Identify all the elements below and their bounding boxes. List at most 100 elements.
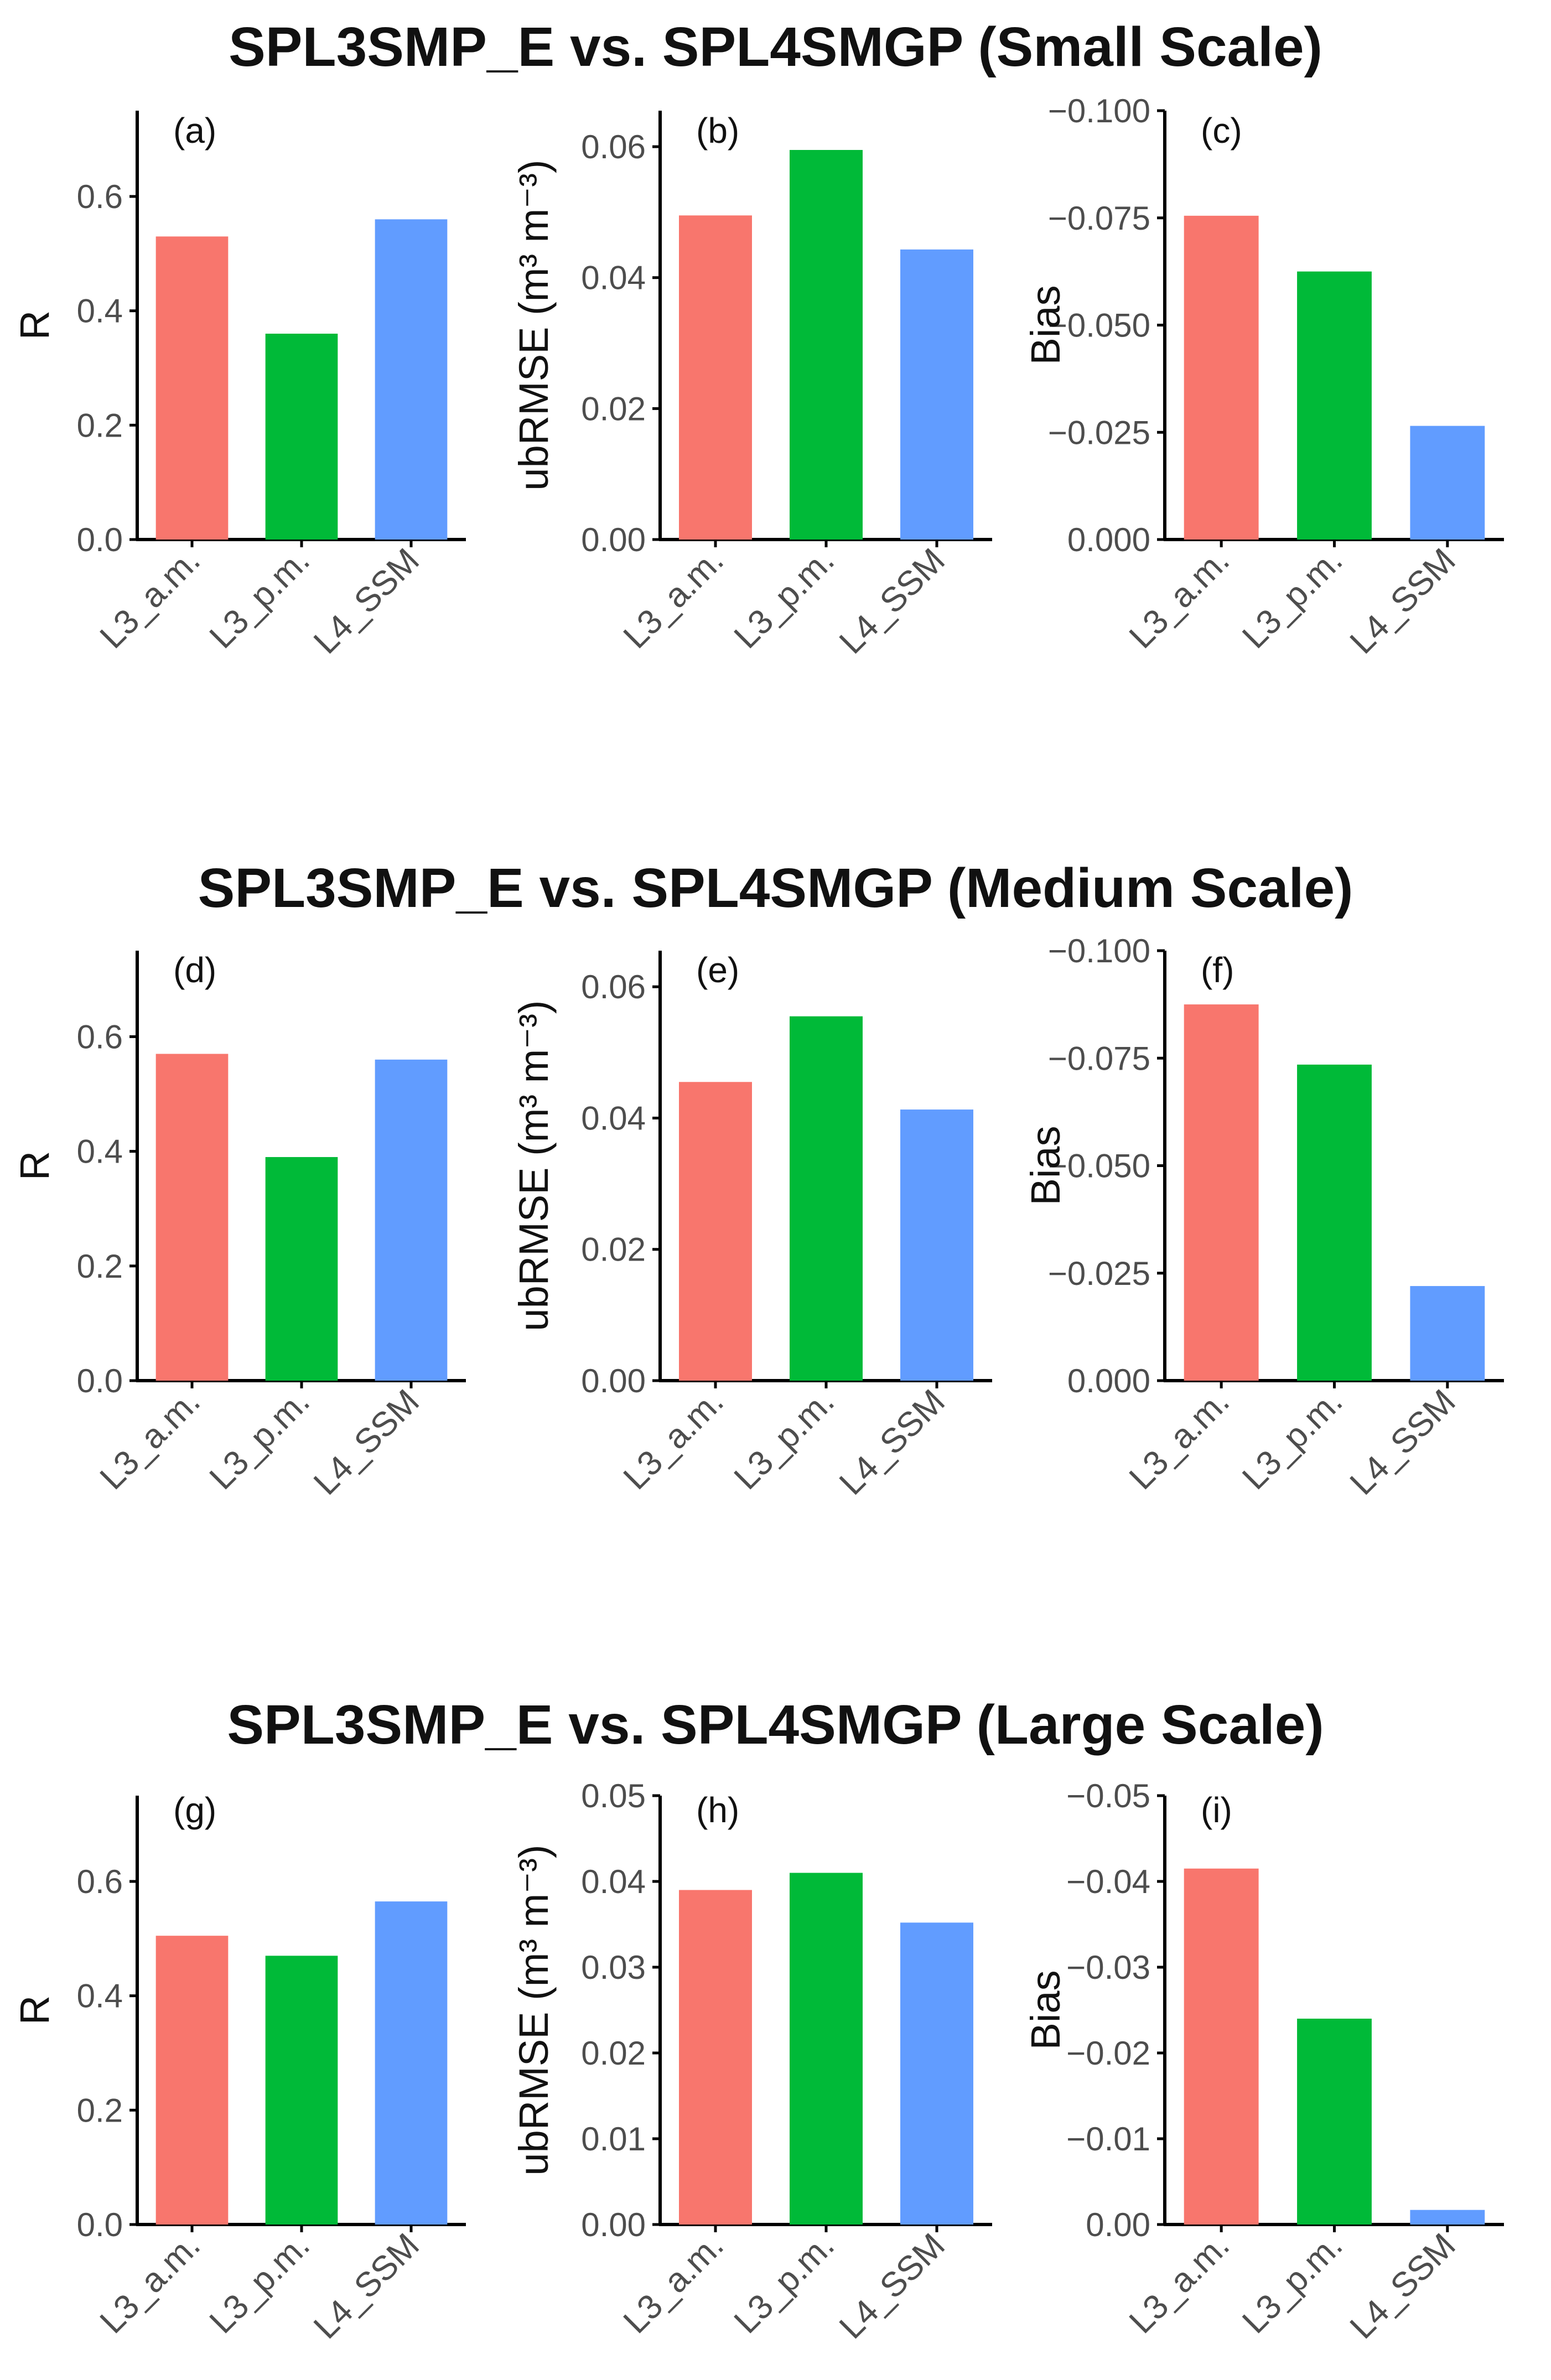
x-tick-label: L3_a.m. — [93, 2226, 208, 2341]
panel-f: 0.000 −0.025 −0.050 −0.075 −0.100 L3_a.m.L3_p… — [1023, 932, 1504, 1502]
y-tick-label: 0.02 — [581, 390, 646, 427]
x-tick-label: L4_SSM — [307, 541, 427, 661]
bar-l3-p-m- — [790, 1016, 863, 1381]
x-tick-label: L3_p.m. — [203, 1382, 317, 1497]
bar-l3-a-m- — [679, 215, 752, 540]
bar-l3-p-m- — [265, 334, 338, 540]
y-tick-label: −0.075 — [1048, 1040, 1150, 1077]
panel-i: 0.00 −0.01 −0.02 −0.03 −0.04 −0.05 L3_a.m.L3_p… — [1023, 1777, 1504, 2346]
bar-l4-ssm — [1410, 426, 1485, 540]
y-tick-label: 0.02 — [581, 2035, 646, 2072]
y-tick-label: 0.01 — [581, 2120, 646, 2158]
y-tick-label: 0.6 — [77, 1018, 123, 1055]
bar-l3-a-m- — [155, 1054, 229, 1381]
y-axis-title: ubRMSE (m³ m⁻³) — [511, 1000, 557, 1331]
x-tick-label: L3_p.m. — [1235, 2226, 1350, 2341]
y-tick-label: 0.00 — [581, 2206, 646, 2243]
y-tick-label: 0.04 — [581, 1863, 646, 1900]
x-tick-label: L4_SSM — [307, 2226, 427, 2346]
y-tick-label: 0.2 — [77, 407, 123, 444]
y-axis-title: ubRMSE (m³ m⁻³) — [511, 1844, 557, 2175]
bar-l3-p-m- — [790, 149, 863, 540]
y-tick-label: 0.06 — [581, 128, 646, 165]
bar-l3-a-m- — [679, 1890, 752, 2225]
y-axis-title: Bias — [1023, 286, 1068, 365]
y-tick-label: −0.02 — [1066, 2035, 1150, 2072]
panel-c: 0.000 −0.025 −0.050 −0.075 −0.100 L3_a.m.L3_p… — [1023, 92, 1504, 661]
bar-l4-ssm — [375, 1059, 448, 1381]
panel-e: 0.00 0.02 0.04 0.06 L3_a.m.L3_p.m.L4_SSM (e) u… — [511, 950, 992, 1502]
bar-l4-ssm — [1410, 2210, 1485, 2225]
y-tick-label: 0.2 — [77, 2092, 123, 2129]
y-tick-label: 0.0 — [77, 1362, 123, 1399]
y-tick-label: 0.4 — [77, 1133, 123, 1170]
x-tick-label: L3_a.m. — [616, 541, 731, 656]
x-tick-label: L4_SSM — [832, 2226, 952, 2346]
y-axis-title: R — [12, 1151, 58, 1180]
bar-l3-p-m- — [1297, 1064, 1372, 1381]
panel-a: 0.0 0.2 0.4 0.6 L3_a.m.L3_p.m.L4_SSM (a) R — [12, 111, 466, 661]
y-tick-label: 0.05 — [581, 1777, 646, 1814]
y-tick-label: 0.04 — [581, 260, 646, 297]
y-tick-label: −0.075 — [1048, 200, 1150, 237]
x-tick-label: L4_SSM — [1343, 541, 1463, 661]
bar-l4-ssm — [900, 1109, 973, 1381]
bar-l4-ssm — [1410, 1286, 1485, 1381]
x-tick-label: L4_SSM — [1343, 1382, 1463, 1502]
y-tick-label: −0.100 — [1048, 932, 1150, 969]
x-tick-label: L3_a.m. — [616, 1382, 731, 1497]
bar-l3-a-m- — [1184, 215, 1259, 540]
bar-l3-p-m- — [265, 1956, 338, 2225]
y-tick-label: 0.03 — [581, 1949, 646, 1986]
panel-h: 0.00 0.01 0.02 0.03 0.04 0.05 L3_a.m.L3_p.m.L4… — [511, 1777, 992, 2346]
y-tick-label: 0.00 — [1086, 2206, 1150, 2243]
bar-l4-ssm — [900, 249, 973, 540]
y-tick-label: −0.025 — [1048, 1255, 1150, 1292]
y-tick-label: 0.0 — [77, 521, 123, 558]
y-tick-label: −0.025 — [1048, 414, 1150, 451]
x-tick-label: L4_SSM — [832, 1382, 952, 1502]
bar-l3-p-m- — [1297, 271, 1372, 540]
y-axis-title: Bias — [1023, 1971, 1068, 2050]
x-tick-label: L3_a.m. — [93, 541, 208, 656]
panel-label: (d) — [173, 950, 216, 990]
y-axis-title: ubRMSE (m³ m⁻³) — [511, 159, 557, 490]
bar-l3-p-m- — [790, 1873, 863, 2225]
x-tick-label: L3_a.m. — [1122, 541, 1237, 656]
x-tick-label: L4_SSM — [832, 541, 952, 661]
bar-l3-p-m- — [1297, 2019, 1372, 2225]
y-axis-title: R — [12, 1995, 58, 2025]
y-tick-label: −0.01 — [1066, 2120, 1150, 2158]
y-axis-title: R — [12, 310, 58, 340]
panel-label: (g) — [173, 1790, 216, 1830]
panel-label: (i) — [1201, 1790, 1232, 1830]
y-tick-label: 0.6 — [77, 178, 123, 215]
section-title-medium-scale: SPL3SMP_E vs. SPL4SMGP (Medium Scale) — [198, 857, 1353, 919]
y-tick-label: −0.100 — [1048, 92, 1150, 129]
y-tick-label: 0.000 — [1067, 521, 1150, 558]
panel-label: (f) — [1201, 950, 1234, 990]
panel-label: (e) — [696, 950, 739, 990]
y-tick-label: 0.02 — [581, 1231, 646, 1268]
bar-l3-a-m- — [1184, 1004, 1259, 1381]
x-tick-label: L3_p.m. — [727, 1382, 842, 1497]
x-tick-label: L3_p.m. — [727, 541, 842, 656]
bar-l4-ssm — [375, 219, 448, 540]
y-tick-label: 0.00 — [581, 521, 646, 558]
x-tick-label: L3_a.m. — [1122, 1382, 1237, 1497]
panel-g: 0.0 0.2 0.4 0.6 L3_a.m.L3_p.m.L4_SSM (g) R — [12, 1790, 466, 2346]
y-tick-label: 0.4 — [77, 1978, 123, 2015]
section-title-small-scale: SPL3SMP_E vs. SPL4SMGP (Small Scale) — [229, 16, 1322, 78]
x-tick-label: L3_a.m. — [616, 2226, 731, 2341]
x-tick-label: L3_a.m. — [93, 1382, 208, 1497]
y-tick-label: 0.00 — [581, 1362, 646, 1399]
x-tick-label: L3_p.m. — [203, 2226, 317, 2341]
y-tick-label: 0.04 — [581, 1100, 646, 1137]
panel-label: (c) — [1201, 111, 1242, 151]
x-tick-label: L4_SSM — [307, 1382, 427, 1502]
y-tick-label: 0.000 — [1067, 1362, 1150, 1399]
bar-l3-a-m- — [155, 236, 229, 540]
panel-label: (a) — [173, 111, 216, 151]
x-tick-label: L3_a.m. — [1122, 2226, 1237, 2341]
